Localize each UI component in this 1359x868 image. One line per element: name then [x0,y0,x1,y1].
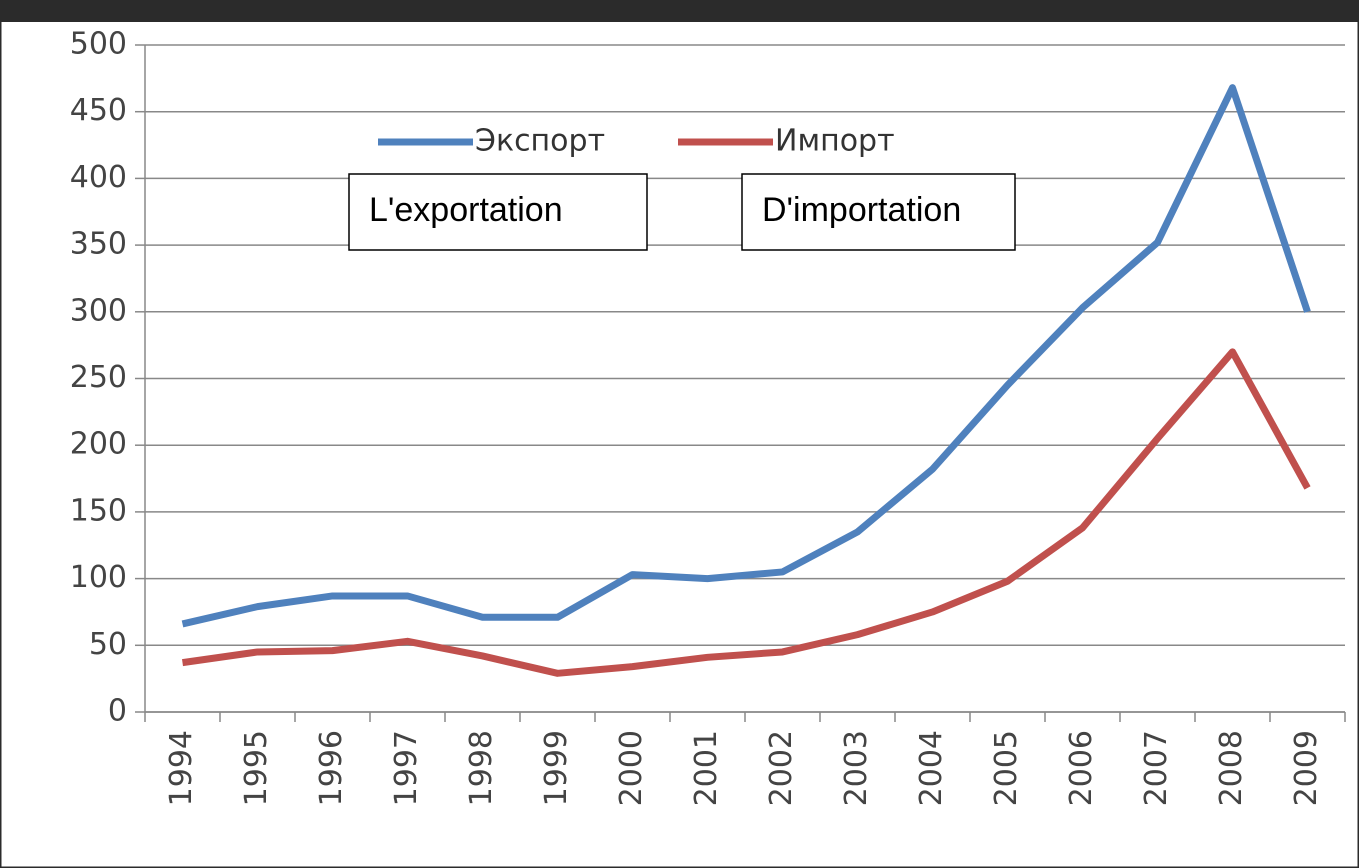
legend-label: Экспорт [475,124,605,159]
y-tick-label: 300 [70,293,127,328]
x-tick-label: 1998 [464,730,499,806]
y-tick-label: 250 [70,360,127,395]
series-line [182,348,1311,677]
x-tick-label: 2000 [614,730,649,806]
annotation-box [741,173,1016,251]
x-tick-label: 2004 [914,730,949,806]
x-tick-label: 1997 [389,730,424,806]
x-tick-label: 1999 [539,730,574,806]
y-tick-label: 150 [70,493,127,528]
annotation: L'exportation [369,191,563,229]
y-tick-label: 50 [89,627,127,662]
y-tick-label: 500 [70,27,127,62]
x-tick-label: 1994 [164,730,199,806]
series-line [181,84,1311,628]
y-tick-label: 400 [70,160,127,195]
x-tick-label: 2006 [1064,730,1099,806]
annotation: D'importation [762,191,961,229]
x-tick-label: 1995 [239,730,274,806]
x-tick-label: 2009 [1289,730,1324,806]
y-tick-label: 0 [108,694,127,729]
x-tick-label: 2007 [1139,730,1174,806]
annotation-box [348,173,648,251]
x-tick-label: 2001 [689,730,724,806]
y-tick-label: 200 [70,427,127,462]
y-tick-label: 350 [70,227,127,262]
y-tick-label: 100 [70,560,127,595]
top-bar [0,0,1359,22]
legend-label: Импорт [775,124,895,159]
y-tick-label: 450 [70,93,127,128]
x-tick-label: 1996 [314,730,349,806]
x-tick-label: 2003 [839,730,874,806]
x-tick-label: 2008 [1214,730,1249,806]
x-tick-label: 2005 [989,730,1024,806]
x-tick-label: 2002 [764,730,799,806]
